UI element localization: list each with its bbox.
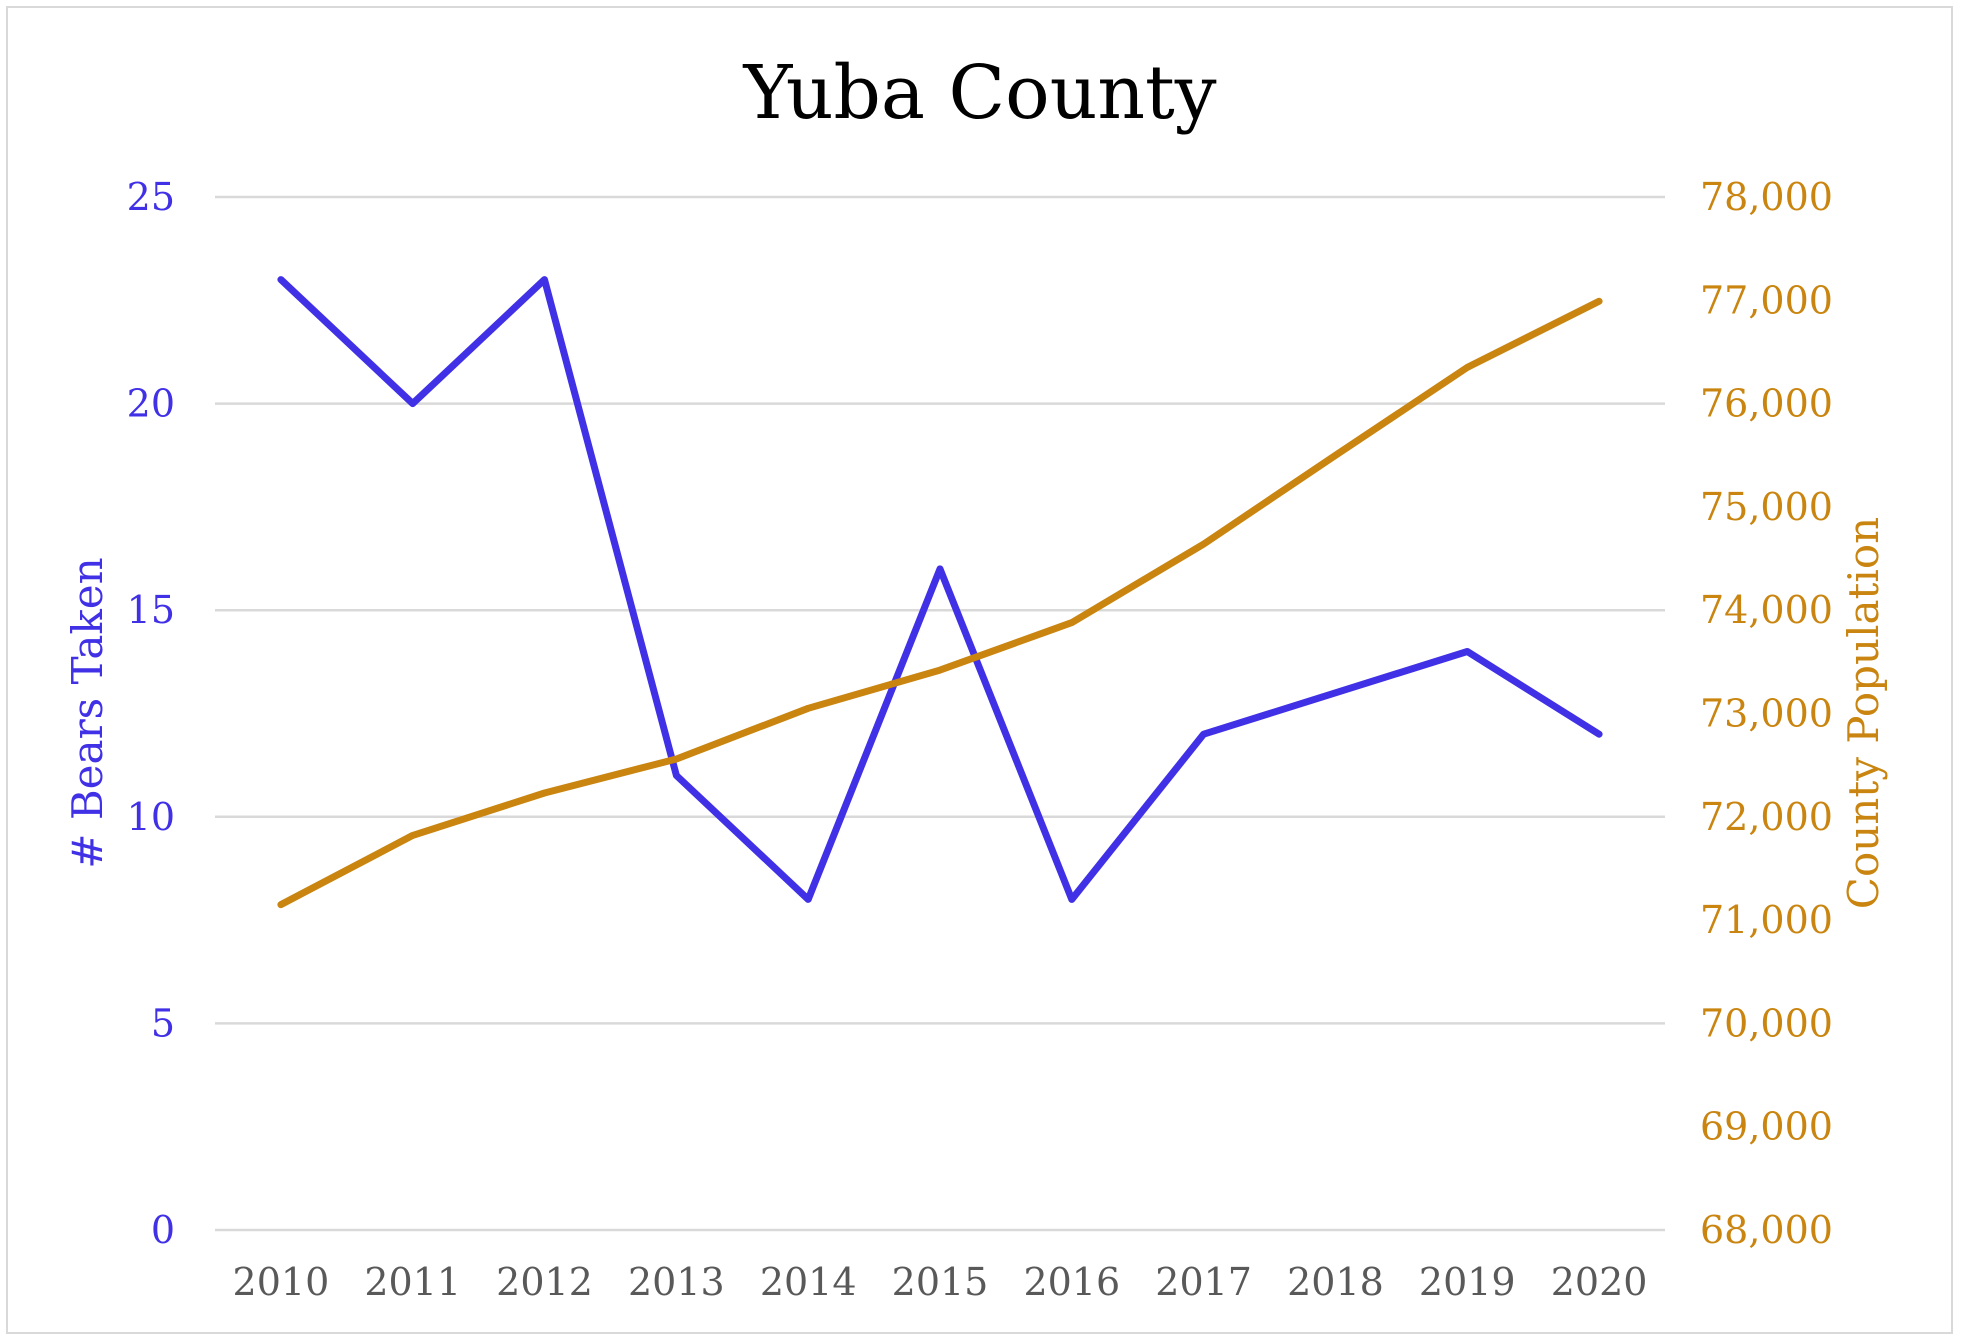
x-tick-label: 2015	[892, 1260, 989, 1304]
right-tick-label: 77,000	[1700, 278, 1833, 322]
x-tick-label: 2016	[1023, 1260, 1120, 1304]
chart-title: Yuba County	[742, 50, 1216, 136]
gridlines	[215, 195, 1665, 1232]
series-line	[277, 297, 1603, 909]
x-tick-label: 2010	[233, 1260, 330, 1304]
left-axis-label: # Bears Taken	[63, 557, 112, 868]
x-tick-label: 2011	[364, 1260, 461, 1304]
right-tick-label: 76,000	[1700, 382, 1833, 426]
right-tick-label: 71,000	[1700, 898, 1833, 942]
x-tick-label: 2014	[760, 1260, 857, 1304]
left-tick-label: 10	[127, 795, 175, 839]
right-axis-label: County Population	[1839, 517, 1888, 909]
left-tick-label: 25	[127, 175, 175, 219]
series-line	[277, 276, 1603, 903]
left-axis-ticks: 0 5 10 15 20 25	[127, 175, 175, 1252]
right-tick-label: 69,000	[1700, 1105, 1833, 1149]
left-tick-label: 15	[127, 588, 175, 632]
right-tick-label: 68,000	[1700, 1208, 1833, 1252]
x-tick-label: 2013	[628, 1260, 725, 1304]
x-tick-label: 2020	[1551, 1260, 1648, 1304]
right-tick-label: 75,000	[1700, 485, 1833, 529]
left-tick-label: 20	[127, 382, 175, 426]
right-tick-label: 74,000	[1700, 588, 1833, 632]
x-tick-label: 2017	[1155, 1260, 1252, 1304]
x-axis-ticks: 2010 2011 2012 2013 2014 2015 2016 2017 2018 2019…	[233, 1260, 1648, 1304]
x-tick-label: 2019	[1419, 1260, 1516, 1304]
x-tick-label: 2018	[1287, 1260, 1384, 1304]
left-tick-label: 5	[151, 1001, 175, 1045]
series-lines	[277, 276, 1603, 909]
right-tick-label: 78,000	[1700, 175, 1833, 219]
left-tick-label: 0	[151, 1208, 175, 1252]
right-axis-ticks: 68,000 69,000 70,000 71,000 72,000 73,000 74,0…	[1700, 175, 1833, 1252]
x-tick-label: 2012	[496, 1260, 593, 1304]
right-tick-label: 73,000	[1700, 692, 1833, 736]
right-tick-label: 72,000	[1700, 795, 1833, 839]
right-tick-label: 70,000	[1700, 1001, 1833, 1045]
